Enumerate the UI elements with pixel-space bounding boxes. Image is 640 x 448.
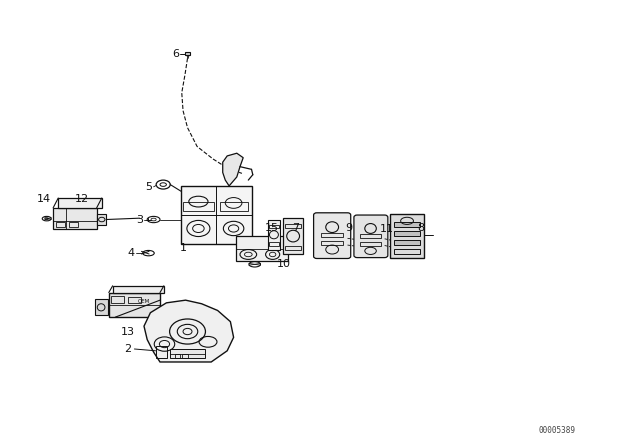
Bar <box>95 299 108 315</box>
Bar <box>181 186 252 244</box>
Bar <box>269 242 279 246</box>
Bar <box>58 198 102 208</box>
Bar <box>394 249 420 254</box>
FancyBboxPatch shape <box>314 213 351 258</box>
Bar <box>69 222 78 227</box>
Bar <box>53 208 97 229</box>
Bar <box>394 231 420 236</box>
Bar <box>321 233 343 237</box>
Bar <box>56 222 65 227</box>
Text: OEM: OEM <box>138 298 150 304</box>
Text: 1: 1 <box>180 243 186 253</box>
Bar <box>269 225 279 228</box>
Bar <box>283 218 303 254</box>
Bar <box>113 286 164 293</box>
Bar <box>285 246 301 250</box>
Bar <box>109 293 160 317</box>
Bar <box>97 214 106 225</box>
Bar <box>285 224 301 228</box>
Text: 11: 11 <box>380 224 394 234</box>
Bar <box>390 214 424 258</box>
Text: 13: 13 <box>121 327 135 337</box>
Bar <box>182 354 188 358</box>
Bar <box>220 202 248 211</box>
Text: 2: 2 <box>124 345 132 354</box>
Text: 7: 7 <box>292 224 300 233</box>
Text: 14: 14 <box>36 194 51 204</box>
Bar <box>185 52 190 55</box>
Polygon shape <box>144 300 234 362</box>
Text: 12: 12 <box>75 194 89 204</box>
Text: 3: 3 <box>136 215 143 225</box>
Bar <box>183 202 214 211</box>
Bar <box>360 234 381 238</box>
Text: 8: 8 <box>417 224 425 233</box>
Text: 15: 15 <box>265 224 279 233</box>
Bar <box>156 346 167 358</box>
Bar <box>360 242 381 246</box>
Text: 00005389: 00005389 <box>538 426 575 435</box>
Bar <box>321 241 343 245</box>
Bar <box>175 354 180 358</box>
Bar <box>111 296 124 303</box>
FancyBboxPatch shape <box>354 215 388 258</box>
Bar <box>128 297 141 303</box>
Bar <box>170 349 205 358</box>
Text: 5: 5 <box>146 182 152 192</box>
Text: 10: 10 <box>276 259 291 269</box>
Bar <box>236 236 288 261</box>
Bar <box>394 240 420 245</box>
Text: 9: 9 <box>345 224 353 233</box>
Text: 6: 6 <box>173 49 179 59</box>
Polygon shape <box>223 153 243 186</box>
Bar <box>394 222 420 227</box>
Bar <box>268 220 280 250</box>
Text: 4: 4 <box>127 248 135 258</box>
